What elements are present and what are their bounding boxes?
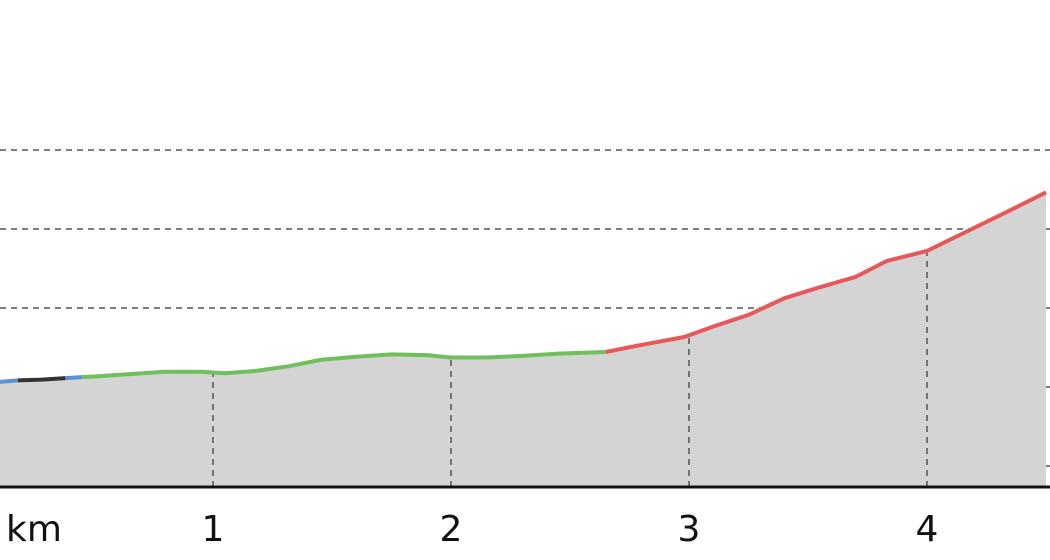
profile-segment-road [0,378,18,384]
profile-segment-steep [605,190,1047,354]
x-tick-label: 3 [678,509,701,550]
x-tick-label: 4 [916,509,939,550]
profile-segment-road [65,375,83,381]
profile-segment-track [17,376,66,383]
x-axis-unit-label: km [6,509,62,550]
profile-segment-gentle [81,350,606,380]
elevation-area [0,192,1046,487]
elevation-line-segments [0,190,1047,384]
x-tick-label: 1 [202,509,225,550]
x-tick-label: 2 [440,509,463,550]
x-axis-ticks: km 1 2 3 4 [6,509,938,550]
